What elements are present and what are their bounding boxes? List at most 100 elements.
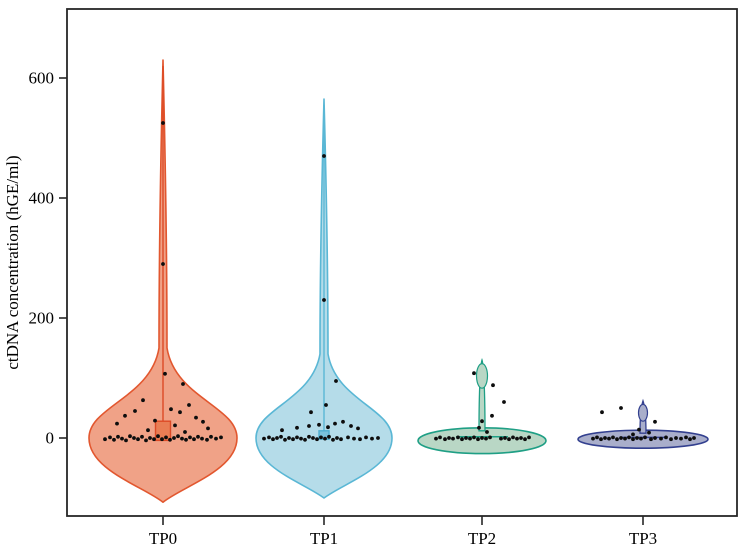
data-point bbox=[148, 436, 152, 440]
data-point bbox=[631, 437, 635, 442]
data-point bbox=[635, 436, 639, 440]
data-point bbox=[303, 437, 307, 442]
data-point bbox=[619, 436, 623, 440]
data-point bbox=[600, 410, 604, 415]
violin-tp2 bbox=[417, 357, 547, 455]
data-point bbox=[326, 425, 330, 430]
data-point bbox=[271, 437, 275, 442]
data-point bbox=[219, 435, 223, 440]
y-axis-tick-label: 0 bbox=[46, 429, 55, 448]
data-point bbox=[141, 398, 145, 403]
data-point bbox=[279, 434, 283, 439]
data-point bbox=[619, 406, 623, 410]
data-point bbox=[358, 437, 362, 442]
data-point bbox=[163, 371, 167, 376]
x-axis-tick-label: TP3 bbox=[629, 529, 657, 548]
data-point bbox=[172, 436, 176, 440]
data-point bbox=[599, 437, 603, 442]
data-point bbox=[438, 435, 442, 440]
data-point bbox=[637, 427, 641, 432]
data-point bbox=[331, 437, 335, 442]
data-point bbox=[653, 419, 657, 424]
data-point bbox=[168, 437, 172, 442]
data-point bbox=[464, 436, 468, 440]
data-point bbox=[627, 435, 631, 440]
data-point bbox=[187, 403, 191, 407]
data-point bbox=[499, 436, 503, 441]
data-point bbox=[688, 437, 692, 442]
data-point bbox=[196, 434, 200, 439]
data-point bbox=[615, 437, 619, 442]
violin-spike-bulge bbox=[637, 403, 649, 422]
data-point bbox=[311, 436, 315, 440]
data-point bbox=[133, 409, 137, 413]
data-point bbox=[447, 436, 451, 440]
data-point bbox=[335, 436, 339, 440]
violin-tp3 bbox=[577, 398, 709, 450]
data-point bbox=[519, 436, 523, 440]
data-point bbox=[692, 436, 696, 440]
data-point bbox=[267, 435, 271, 440]
plot-frame bbox=[66, 8, 738, 517]
data-point bbox=[490, 413, 494, 418]
data-point bbox=[649, 437, 653, 442]
data-point bbox=[349, 424, 353, 428]
data-point bbox=[480, 436, 484, 440]
data-point bbox=[507, 437, 511, 442]
data-point bbox=[322, 154, 326, 158]
data-point bbox=[468, 436, 472, 441]
data-point bbox=[323, 436, 327, 441]
data-point bbox=[653, 436, 657, 440]
data-point bbox=[639, 436, 643, 441]
data-point bbox=[485, 430, 489, 434]
data-point bbox=[275, 436, 279, 440]
violin-body bbox=[417, 427, 547, 455]
data-point bbox=[295, 425, 299, 430]
data-point bbox=[146, 428, 150, 433]
data-point bbox=[451, 436, 455, 441]
violin-tp0 bbox=[88, 59, 238, 503]
data-point bbox=[160, 437, 164, 442]
data-point bbox=[183, 430, 187, 434]
y-axis-tick-label: 400 bbox=[29, 189, 55, 208]
data-point bbox=[456, 435, 460, 440]
x-axis-tick-label: TP2 bbox=[468, 529, 496, 548]
data-point bbox=[181, 382, 185, 386]
x-axis-tick-label: TP0 bbox=[149, 529, 177, 548]
data-point bbox=[128, 434, 132, 439]
data-point bbox=[511, 435, 515, 440]
data-point bbox=[623, 436, 627, 441]
y-axis-title: ctDNA concentration (hGE/ml) bbox=[3, 155, 22, 369]
data-point bbox=[120, 436, 124, 441]
data-point bbox=[322, 298, 326, 302]
data-point bbox=[503, 436, 507, 440]
data-point bbox=[319, 435, 323, 440]
data-point bbox=[352, 436, 356, 441]
data-point bbox=[295, 435, 299, 440]
data-point bbox=[659, 436, 663, 441]
data-point bbox=[339, 437, 343, 442]
data-point bbox=[287, 436, 291, 440]
data-point bbox=[112, 437, 116, 442]
data-point bbox=[206, 426, 210, 431]
data-point bbox=[124, 438, 128, 443]
data-point bbox=[484, 436, 488, 441]
data-point bbox=[209, 434, 213, 439]
data-point bbox=[140, 434, 144, 439]
data-point bbox=[161, 262, 165, 266]
data-point bbox=[334, 379, 338, 383]
data-point bbox=[647, 430, 651, 435]
data-point bbox=[346, 435, 350, 440]
data-point bbox=[153, 418, 157, 423]
data-point bbox=[477, 425, 481, 430]
data-point bbox=[200, 436, 204, 441]
data-point bbox=[214, 436, 218, 441]
data-point bbox=[356, 426, 360, 431]
data-point bbox=[684, 435, 688, 440]
data-point bbox=[480, 419, 484, 424]
data-point bbox=[173, 423, 177, 428]
data-point bbox=[607, 436, 611, 441]
data-point bbox=[299, 436, 303, 441]
y-axis-tick-label: 600 bbox=[29, 69, 55, 88]
